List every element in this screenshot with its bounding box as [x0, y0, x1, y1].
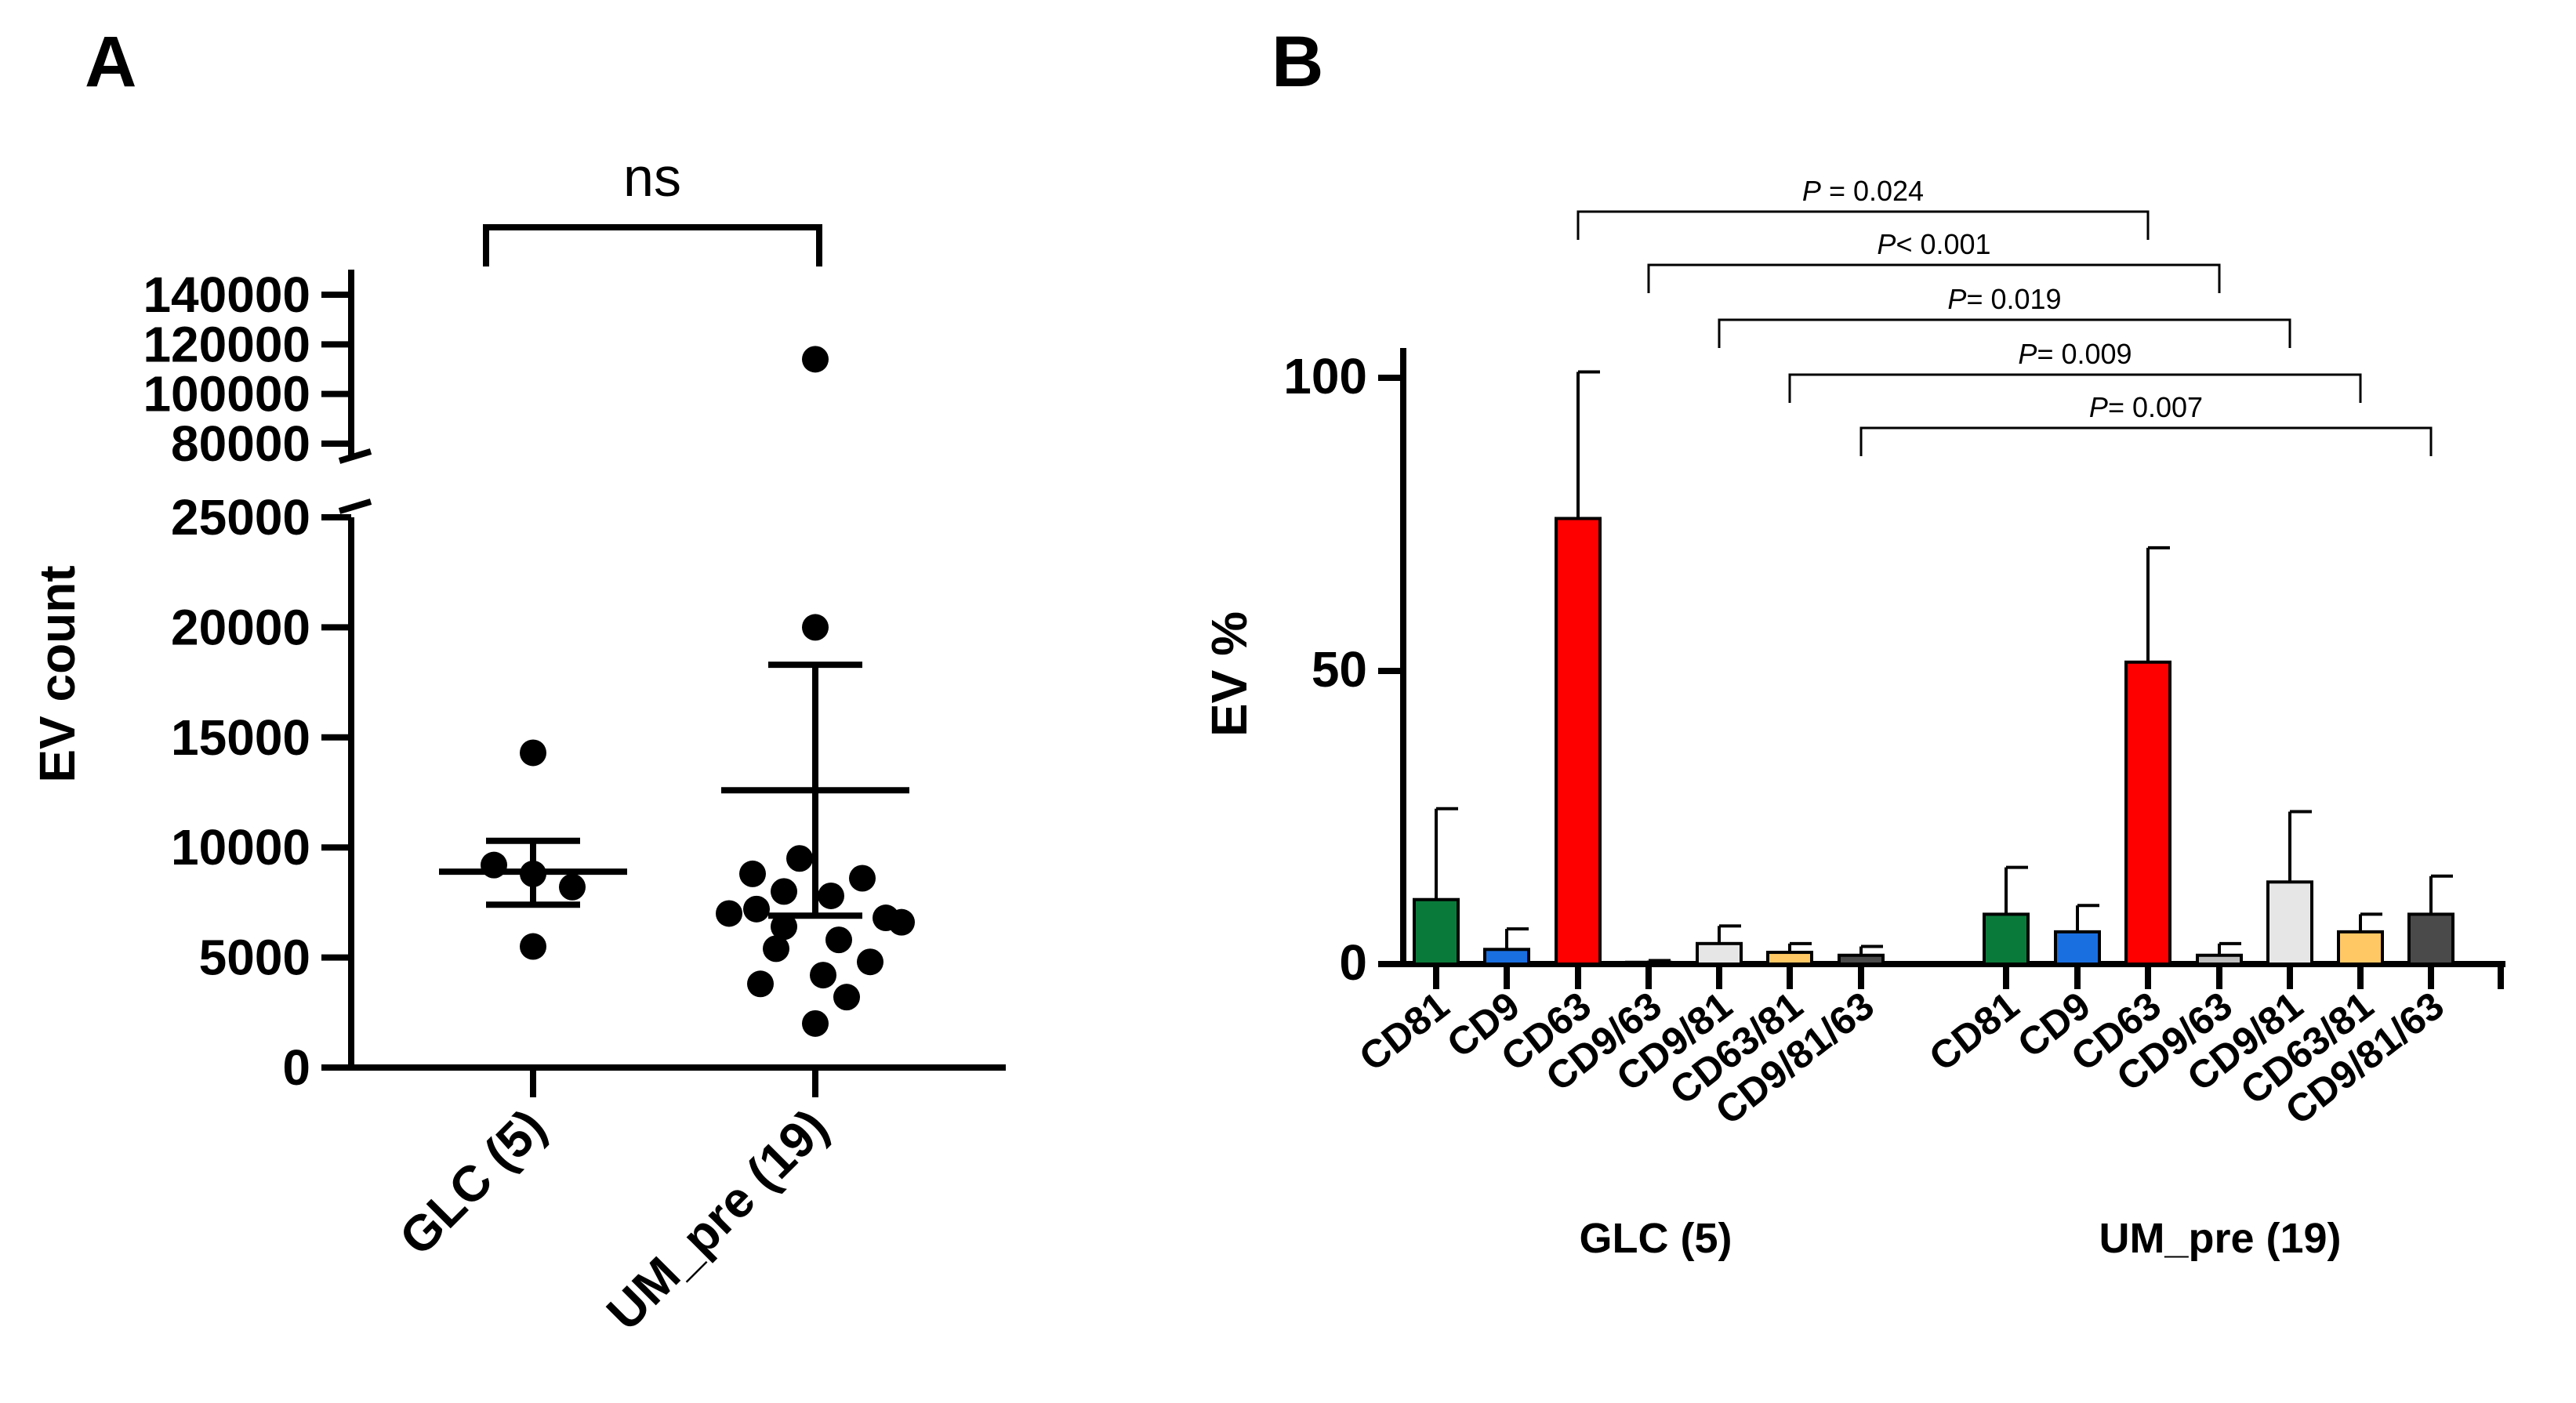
b-comparison-p-value: = 0.019	[1966, 283, 2061, 315]
a-significance-label: ns	[623, 147, 681, 208]
b-comparison-label: P< 0.001	[1877, 228, 1990, 260]
a-y-tick-label: 120000	[143, 316, 310, 372]
b-comparison-bracket	[1788, 373, 2362, 403]
a-data-point	[763, 935, 789, 963]
b-comparison-p-symbol: P	[1877, 228, 1896, 260]
a-data-point	[716, 900, 742, 927]
b-y-tick-label: 100	[1283, 348, 1367, 404]
a-data-point	[771, 878, 797, 905]
a-y-tick-label: 10000	[171, 819, 310, 876]
a-data-point	[825, 926, 852, 954]
a-y-tick-label: 140000	[143, 266, 310, 323]
b-comparison-p-value: = 0.024	[1821, 175, 1924, 207]
b-comparison-label: P= 0.019	[1947, 283, 2061, 315]
a-data-point	[771, 913, 797, 941]
a-axis-break-spacer	[338, 498, 372, 514]
b-comparison-bracket	[1576, 210, 2150, 240]
b-bar	[1625, 960, 1672, 966]
a-y-tick-label: 80000	[171, 415, 310, 472]
b-comparison-label: P= 0.009	[2018, 338, 2132, 370]
panel-a-label: A	[85, 22, 136, 102]
b-comparison-p-symbol: P	[2018, 338, 2037, 370]
a-data-point	[802, 614, 829, 641]
b-bar	[2196, 953, 2243, 966]
b-bar	[1413, 897, 1460, 966]
a-data-point	[833, 984, 860, 1011]
a-significance-bracket	[483, 224, 822, 266]
b-group-label-umpre: UM_pre (19)	[2099, 1215, 2341, 1262]
b-comparison-p-value: < 0.001	[1896, 228, 1990, 260]
a-y-tick-label: 5000	[199, 930, 310, 986]
b-comparison-label: P= 0.007	[2089, 391, 2203, 423]
a-data-point	[739, 860, 766, 887]
b-comparison-p-symbol: P	[1947, 283, 1966, 315]
b-bar	[2054, 930, 2101, 966]
a-data-point	[818, 882, 844, 909]
a-y-tick-label: 100000	[143, 366, 310, 422]
a-data-point	[520, 739, 546, 767]
a-data-point	[802, 346, 829, 373]
a-y-axis-title: EV count	[29, 565, 85, 782]
b-bar	[2407, 912, 2454, 966]
b-bar	[2266, 880, 2313, 966]
a-data-point	[559, 873, 586, 901]
b-comparison-bracket	[1859, 426, 2433, 456]
a-data-point	[888, 908, 915, 936]
b-y-tick-label: 0	[1339, 934, 1367, 991]
a-y-tick-label: 25000	[171, 489, 310, 546]
b-bar	[2337, 930, 2384, 966]
b-bar	[1483, 948, 1530, 966]
b-bar	[1696, 941, 1743, 966]
a-data-point	[786, 845, 813, 872]
a-data-point	[849, 865, 876, 892]
b-bar	[1983, 912, 2030, 966]
a-y-tick-label: 15000	[171, 709, 310, 766]
a-axis-break-mark	[338, 448, 372, 464]
b-comparison-p-symbol: P	[1802, 175, 1821, 207]
a-data-point	[747, 970, 774, 998]
b-comparison-bracket	[1718, 318, 2291, 348]
b-bar	[1555, 517, 1602, 966]
panel-a-scatter-chart: EV count 0500010000150002000025000800001…	[29, 147, 1006, 1341]
b-comparison-p-symbol: P	[2089, 391, 2108, 423]
a-data-point	[743, 895, 770, 923]
a-y-tick-label: 20000	[171, 599, 310, 655]
b-comparison-label: P = 0.024	[1802, 175, 1924, 207]
a-data-point	[857, 948, 883, 976]
a-y-tick-label: 0	[282, 1039, 310, 1096]
b-bar	[1838, 953, 1885, 966]
b-y-axis-title: EV %	[1201, 611, 1257, 737]
a-x-category-label: UM_pre (19)	[596, 1098, 839, 1341]
b-comparison-bracket	[1647, 263, 2221, 293]
panel-b-label: B	[1272, 22, 1323, 102]
b-bar	[1766, 951, 1813, 966]
b-comparison-p-value: = 0.007	[2108, 391, 2203, 423]
a-data-point	[802, 1010, 829, 1037]
b-y-tick-label: 50	[1312, 641, 1367, 698]
b-bar	[2124, 660, 2171, 966]
a-x-category-label: GLC (5)	[389, 1098, 557, 1266]
a-data-point	[810, 962, 836, 989]
b-group-label-glc: GLC (5)	[1580, 1215, 1732, 1262]
b-comparison-p-value: = 0.009	[2037, 338, 2132, 370]
a-data-point	[520, 933, 546, 960]
